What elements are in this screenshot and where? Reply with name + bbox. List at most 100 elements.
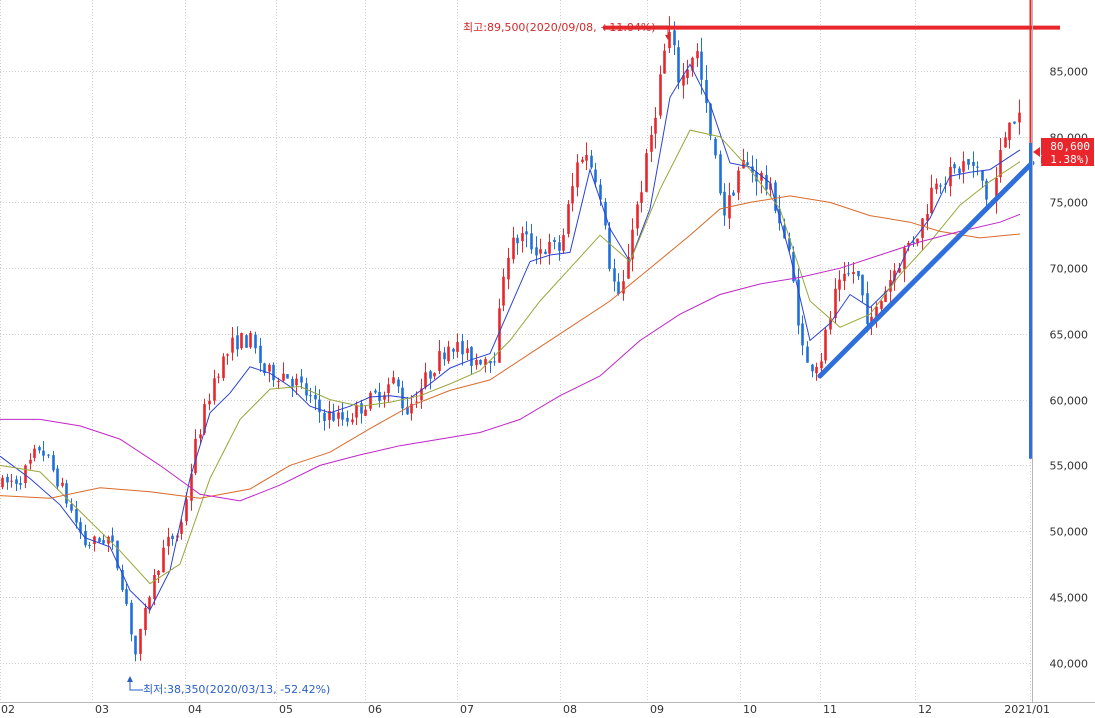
candle-body [415,401,418,403]
candle-body [783,225,786,239]
candle-body [1004,137,1007,148]
overlay-drawings [603,0,1060,459]
candle-body [700,51,703,80]
candle-body [208,400,211,405]
candle-body [383,395,386,400]
candle-body [958,168,961,174]
candle-body [792,251,795,282]
x-tick-label: 05 [279,703,293,716]
y-tick-label: 45,000 [1050,592,1089,605]
candle-body [466,348,469,354]
candle-body [162,547,165,573]
candle-body [714,138,717,156]
candle-body [985,180,988,200]
candle-body [719,154,722,194]
candle-body [521,233,524,242]
candle-body [180,522,183,534]
candle-body [111,535,114,542]
last-price-badge: 80,600 ( 1.38%) [1033,138,1094,166]
candle-body [461,341,464,355]
candle-body [604,201,607,226]
candle-body [981,170,984,181]
candle-body [562,235,565,251]
candle-body [397,379,400,387]
candle-body [493,361,496,363]
candle-body [686,69,689,78]
candle-body [144,607,147,631]
candle-body [406,406,409,415]
candle-body [328,410,331,421]
candle-body [199,434,202,439]
x-tick-label: 09 [650,703,664,716]
candle-body [374,390,377,393]
candle-body [962,161,965,172]
candle-body [709,103,712,136]
high-annotation: 최고:89,500(2020/09/08, +11.04%) [463,21,671,40]
last-price-badge-box [1041,138,1094,166]
x-axis: 02 03 04 05 06 07 08 09 10 11 12 2021/01 [1,703,1050,716]
candle-body [148,597,151,609]
candle-body [309,395,312,397]
candle-body [912,241,915,243]
candle-body [539,249,542,254]
candle-body [15,479,18,484]
candle-body [70,504,73,511]
candle-body [852,271,855,274]
candle-body [29,459,32,464]
candle-body [843,273,846,282]
candle-body [553,239,556,242]
candle-body [976,166,979,168]
candle-body [429,371,432,379]
x-tick-label: 07 [460,703,474,716]
low-annotation-arrow-icon [127,676,133,682]
candle-body [530,233,533,250]
candle-body [916,238,919,244]
candle-body [594,169,597,183]
candle-body [282,373,285,381]
candle-body [263,363,266,374]
candle-body [866,293,869,325]
candle-body [6,476,9,483]
candle-body [645,153,648,192]
candle-body [820,361,823,369]
candle-body [167,536,170,547]
candle-body [627,256,630,279]
candle-body [861,274,864,296]
gridlines [0,0,1032,702]
candle-body [907,243,910,246]
candle-body [691,57,694,71]
x-tick-label: 04 [188,703,202,716]
candle-body [659,74,662,116]
candle-body [967,159,970,165]
candle-body [33,448,36,458]
candle-body [268,364,271,372]
candle-body [236,335,239,350]
candle-body [272,364,275,381]
y-tick-label: 50,000 [1050,526,1089,539]
candle-body [765,175,768,190]
candle-body [751,166,754,173]
candle-body [217,376,220,378]
candle-body [760,172,763,181]
candle-body [134,635,137,655]
candle-body [369,392,372,409]
candle-body [599,184,602,200]
candle-body [125,589,128,605]
candle-body [622,281,625,294]
candle-body [571,186,574,204]
candle-body [222,356,225,379]
y-tick-label: 40,000 [1050,658,1089,671]
candle-body [870,316,873,324]
candle-body [38,447,41,451]
candle-body [185,499,188,522]
candle-body [254,334,257,349]
candle-body [806,346,809,363]
candle-body [585,154,588,161]
candle-body [880,301,883,309]
candle-body [972,161,975,166]
candle-body [847,273,850,275]
candle-body [93,536,96,545]
candle-body [742,160,745,169]
candle-body [507,257,510,280]
candle-body [52,455,55,471]
